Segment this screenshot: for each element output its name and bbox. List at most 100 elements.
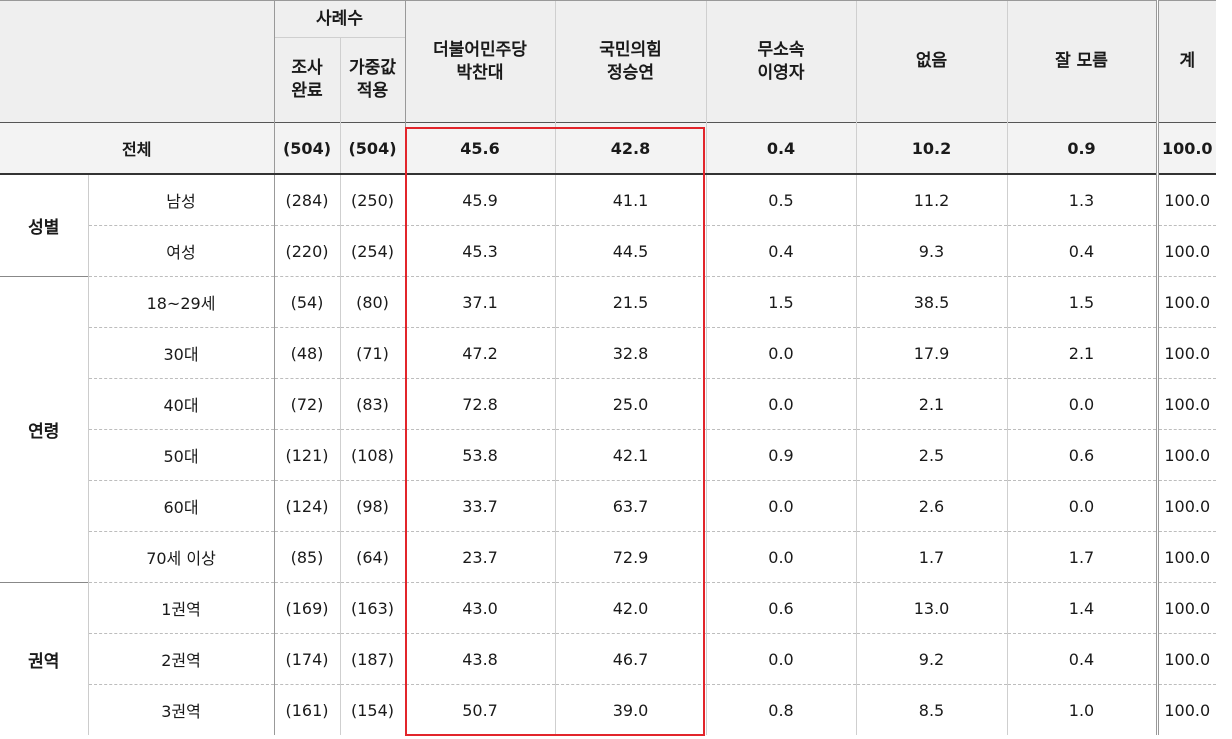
row-label: 70세 이상 [88,531,274,583]
cell-ppp: 21.5 [554,276,707,328]
cell-total: 100.0 [1155,429,1217,481]
cell-unsure: 0.4 [1006,225,1158,277]
table-row: 50대 (121) (108) 53.8 42.1 0.9 2.5 0.6 100.0 [0,429,1217,481]
cell-dem: 43.8 [404,633,556,685]
header-ppp-candidate: 정승연 [607,62,654,83]
total-ppp: 42.8 [554,122,707,175]
total-row: 전체 (504) (504) 45.6 42.8 0.4 10.2 0.9 10… [0,122,1217,175]
cell-none: 2.1 [855,378,1008,430]
cell-unsure: 1.4 [1006,582,1158,634]
cell-ind: 0.8 [705,684,857,735]
row-label: 40대 [88,378,274,430]
cell-dem: 72.8 [404,378,556,430]
cell-ind: 0.4 [705,225,857,277]
total-weighted: (504) [339,122,406,175]
table-row: 여성 (220) (254) 45.3 44.5 0.4 9.3 0.4 100.0 [0,225,1217,277]
cell-ppp: 39.0 [554,684,707,735]
header-weighted-line2: 적용 [356,81,389,101]
table-row: 70세 이상 (85) (64) 23.7 72.9 0.0 1.7 1.7 100.0 [0,531,1217,583]
cell-total: 100.0 [1155,276,1217,328]
cell-unsure: 0.0 [1006,378,1158,430]
cell-none: 2.5 [855,429,1008,481]
header-dem-party: 더불어민주당 [433,39,527,60]
cell-surveyed: (48) [273,327,340,379]
cell-ppp: 44.5 [554,225,707,277]
cell-weighted: (80) [339,276,406,328]
cell-dem: 50.7 [404,684,556,735]
header-weighted: 가중값 적용 [339,37,406,123]
cell-surveyed: (54) [273,276,340,328]
cell-ppp: 72.9 [554,531,707,583]
group-label: 연령 [0,276,89,583]
cell-unsure: 1.5 [1006,276,1158,328]
cell-ppp: 25.0 [554,378,707,430]
table-row: 3권역 (161) (154) 50.7 39.0 0.8 8.5 1.0 100.0 [0,684,1217,735]
header-ppp: 국민의힘 정승연 [554,0,707,123]
cell-ppp: 42.1 [554,429,707,481]
cell-total: 100.0 [1155,633,1217,685]
cell-none: 38.5 [855,276,1008,328]
cell-none: 11.2 [855,173,1008,226]
total-dem: 45.6 [404,122,556,175]
cell-ind: 0.6 [705,582,857,634]
cell-weighted: (250) [339,173,406,226]
cell-ind: 0.0 [705,633,857,685]
cell-ind: 0.0 [705,378,857,430]
cell-surveyed: (174) [273,633,340,685]
cell-weighted: (163) [339,582,406,634]
table-row: 60대 (124) (98) 33.7 63.7 0.0 2.6 0.0 100.0 [0,480,1217,532]
cell-unsure: 0.0 [1006,480,1158,532]
cell-none: 8.5 [855,684,1008,735]
cell-ind: 0.9 [705,429,857,481]
cell-unsure: 1.7 [1006,531,1158,583]
cell-surveyed: (284) [273,173,340,226]
cell-dem: 53.8 [404,429,556,481]
cell-ppp: 42.0 [554,582,707,634]
row-label: 3권역 [88,684,274,735]
header-surveyed: 조사 완료 [273,37,340,123]
cell-surveyed: (124) [273,480,340,532]
row-label: 60대 [88,480,274,532]
table-row: 연령 18~29세 (54) (80) 37.1 21.5 1.5 38.5 1.5 100.0 [0,276,1217,583]
cell-weighted: (154) [339,684,406,735]
cell-ppp: 32.8 [554,327,707,379]
row-label: 30대 [88,327,274,379]
cell-dem: 43.0 [404,582,556,634]
table-row: 40대 (72) (83) 72.8 25.0 0.0 2.1 0.0 100.0 [0,378,1217,430]
cell-total: 100.0 [1155,327,1217,379]
cell-total: 100.0 [1155,480,1217,532]
table-row: 30대 (48) (71) 47.2 32.8 0.0 17.9 2.1 100.0 [0,327,1217,379]
cell-surveyed: (72) [273,378,340,430]
cell-surveyed: (161) [273,684,340,735]
table-row: 2권역 (174) (187) 43.8 46.7 0.0 9.2 0.4 100.0 [0,633,1217,685]
row-label: 여성 [88,225,274,277]
cell-dem: 47.2 [404,327,556,379]
total-ind: 0.4 [705,122,857,175]
header-total: 계 [1155,0,1217,123]
cell-total: 100.0 [1155,378,1217,430]
cell-weighted: (108) [339,429,406,481]
cell-none: 9.2 [855,633,1008,685]
cell-dem: 45.9 [404,173,556,226]
row-label: 50대 [88,429,274,481]
row-label: 남성 [88,173,274,226]
cell-none: 13.0 [855,582,1008,634]
cell-ind: 0.5 [705,173,857,226]
row-label: 2권역 [88,633,274,685]
group-label: 성별 [0,173,89,277]
header-row-2: 조사 완료 가중값 적용 [0,37,1216,123]
header-none: 없음 [855,0,1008,123]
cell-unsure: 0.4 [1006,633,1158,685]
cell-total: 100.0 [1155,173,1217,226]
cell-ind: 0.0 [705,327,857,379]
cell-total: 100.0 [1155,225,1217,277]
header-dem: 더불어민주당 박찬대 [404,0,556,123]
cell-none: 9.3 [855,225,1008,277]
cell-unsure: 1.0 [1006,684,1158,735]
table-row: 성별 남성 (284) (250) 45.9 41.1 0.5 11.2 1.3 100.0 [0,173,1217,277]
cell-ind: 1.5 [705,276,857,328]
total-none: 10.2 [855,122,1008,175]
cell-weighted: (83) [339,378,406,430]
